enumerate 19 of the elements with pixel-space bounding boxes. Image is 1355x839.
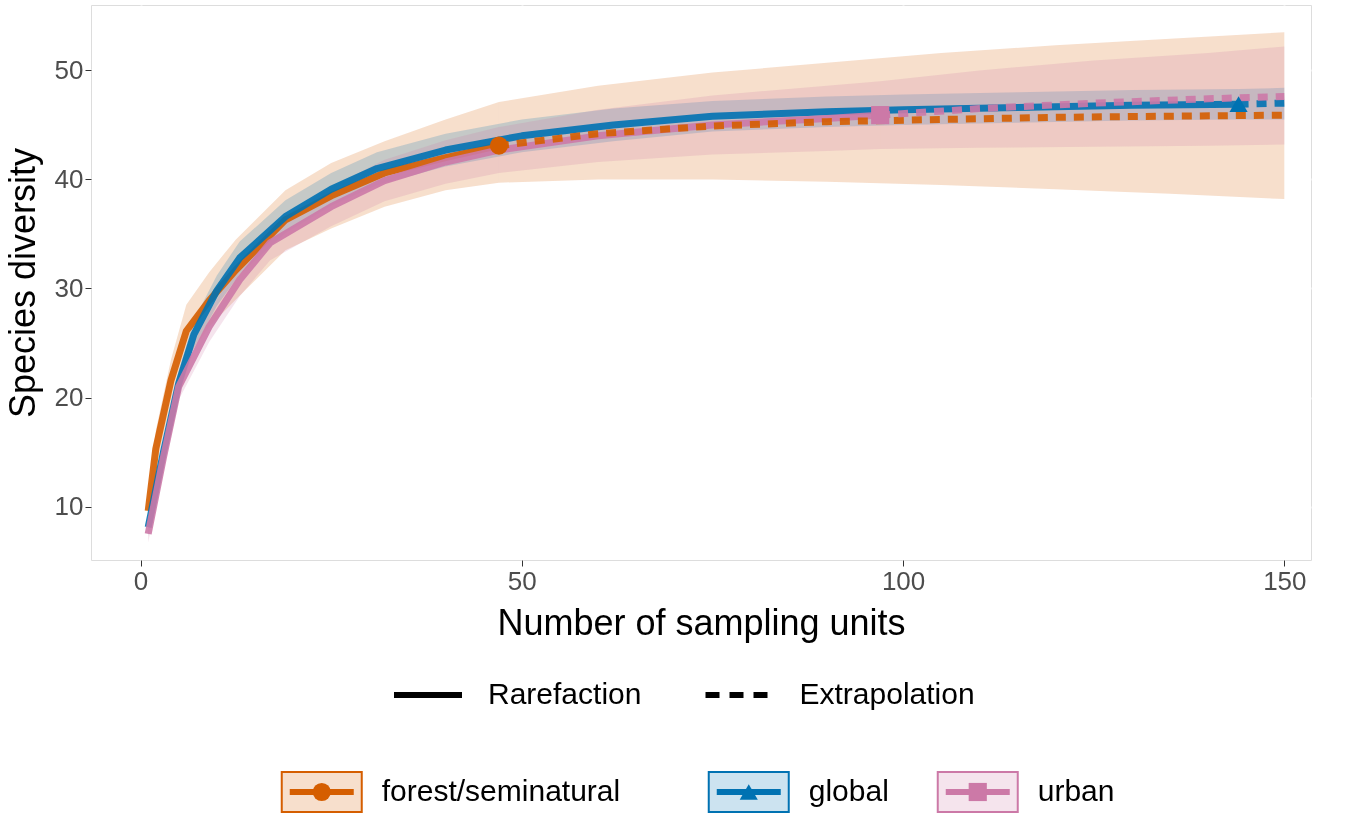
y-tick-label: 30 (54, 273, 84, 303)
point (871, 106, 890, 125)
x-tick-label: 50 (507, 565, 537, 596)
legend-label: urban (1037, 774, 1115, 807)
legend-label: global (808, 774, 889, 807)
x-tick-label: 0 (133, 565, 149, 596)
x-axis-title: Number of sampling units (497, 601, 906, 643)
x-tick-label: 100 (881, 565, 926, 596)
y-tick-label: 40 (54, 163, 84, 194)
x-tick-label: 150 (1263, 565, 1307, 596)
y-axis-title: Species diversity (1, 147, 43, 419)
point (1229, 96, 1248, 113)
y-tick-label: 10 (54, 491, 84, 522)
y-tick-label: 20 (54, 382, 84, 413)
text: Extrapolation (799, 677, 975, 710)
point (489, 136, 509, 155)
legend-label: forest/seminatural (381, 774, 621, 807)
y-tick-label: 50 (54, 54, 84, 85)
text: Rarefaction (488, 677, 642, 710)
